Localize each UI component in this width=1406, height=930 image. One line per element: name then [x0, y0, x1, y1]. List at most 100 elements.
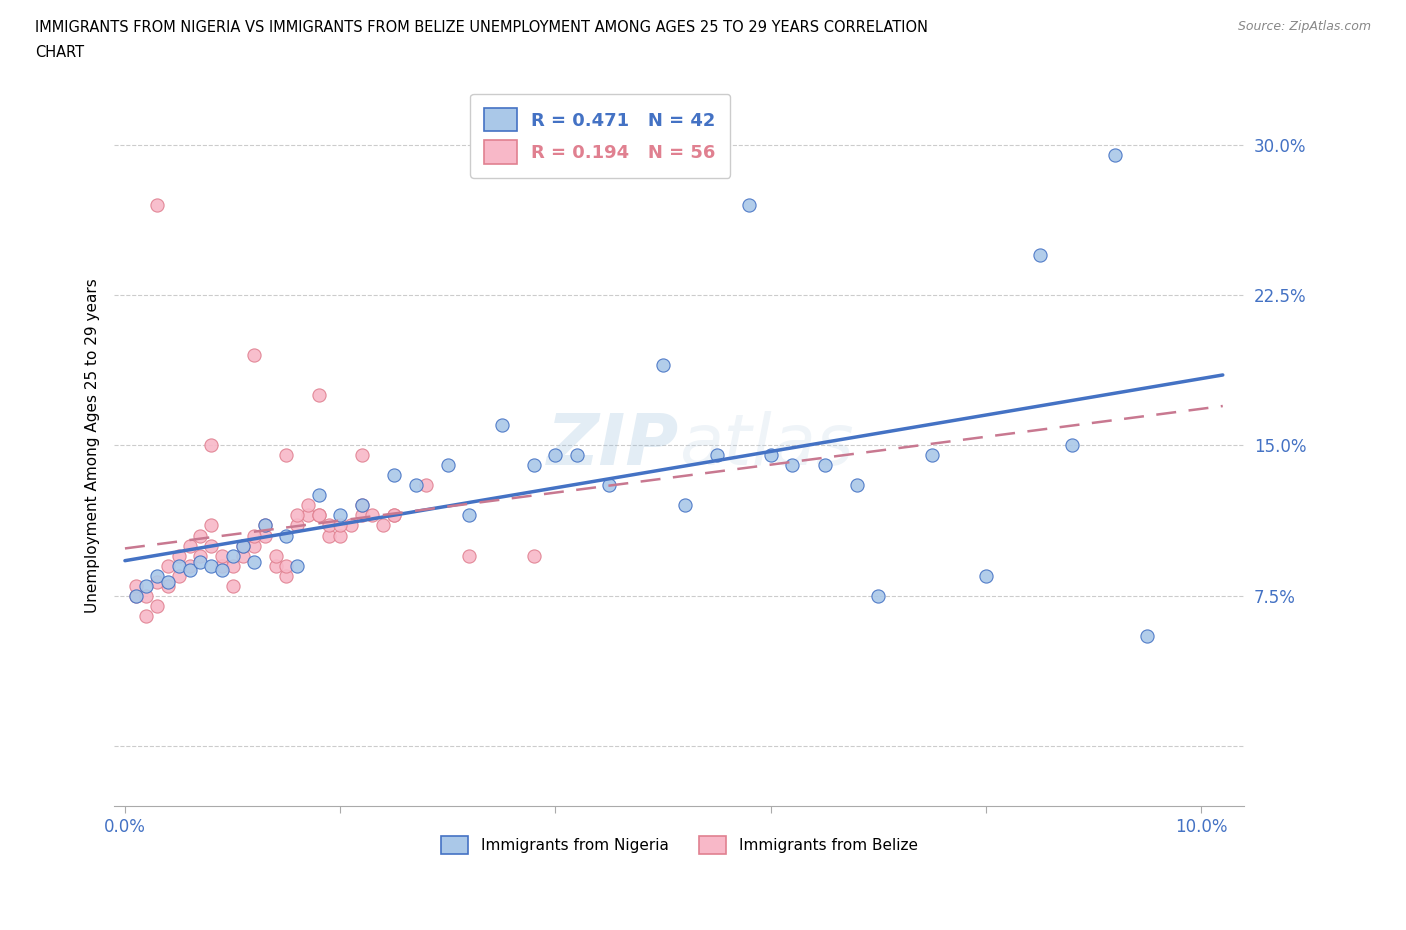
Point — [544, 448, 567, 463]
Point — [188, 528, 211, 543]
Point — [167, 558, 190, 573]
Point — [458, 548, 481, 563]
Point — [308, 488, 330, 503]
Point — [813, 458, 835, 472]
Point — [243, 348, 266, 363]
Point — [297, 508, 319, 523]
Point — [329, 518, 352, 533]
Point — [264, 558, 287, 573]
Point — [188, 554, 211, 569]
Point — [253, 518, 276, 533]
Point — [350, 498, 373, 513]
Point — [179, 558, 201, 573]
Point — [276, 448, 298, 463]
Point — [1104, 148, 1126, 163]
Point — [458, 508, 481, 523]
Point — [200, 438, 222, 453]
Text: atlas: atlas — [679, 411, 853, 480]
Point — [285, 508, 308, 523]
Point — [276, 568, 298, 583]
Point — [523, 548, 546, 563]
Point — [146, 598, 169, 613]
Point — [276, 558, 298, 573]
Point — [243, 554, 266, 569]
Point — [232, 538, 254, 553]
Point — [738, 197, 761, 212]
Point — [232, 548, 254, 563]
Point — [146, 568, 169, 583]
Point — [297, 498, 319, 513]
Point — [221, 578, 243, 593]
Point — [285, 558, 308, 573]
Point — [845, 478, 868, 493]
Point — [318, 518, 340, 533]
Point — [382, 508, 405, 523]
Point — [125, 588, 148, 603]
Point — [135, 578, 157, 593]
Point — [211, 548, 233, 563]
Text: IMMIGRANTS FROM NIGERIA VS IMMIGRANTS FROM BELIZE UNEMPLOYMENT AMONG AGES 25 TO : IMMIGRANTS FROM NIGERIA VS IMMIGRANTS FR… — [35, 20, 928, 35]
Point — [211, 562, 233, 577]
Point — [200, 518, 222, 533]
Point — [243, 528, 266, 543]
Point — [253, 518, 276, 533]
Text: ZIP: ZIP — [547, 411, 679, 480]
Point — [179, 538, 201, 553]
Point — [1136, 629, 1159, 644]
Point — [437, 458, 460, 472]
Point — [243, 538, 266, 553]
Point — [156, 578, 179, 593]
Point — [167, 568, 190, 583]
Point — [308, 508, 330, 523]
Point — [156, 558, 179, 573]
Point — [188, 548, 211, 563]
Point — [405, 478, 427, 493]
Point — [652, 358, 675, 373]
Text: CHART: CHART — [35, 45, 84, 60]
Point — [780, 458, 803, 472]
Legend: Immigrants from Nigeria, Immigrants from Belize: Immigrants from Nigeria, Immigrants from… — [434, 830, 924, 859]
Point — [974, 568, 997, 583]
Point — [382, 508, 405, 523]
Point — [361, 508, 384, 523]
Point — [200, 558, 222, 573]
Point — [1062, 438, 1084, 453]
Point — [253, 528, 276, 543]
Point — [146, 574, 169, 589]
Point — [673, 498, 696, 513]
Point — [125, 588, 148, 603]
Point — [135, 608, 157, 623]
Point — [264, 548, 287, 563]
Point — [1029, 247, 1052, 262]
Point — [329, 528, 352, 543]
Point — [135, 588, 157, 603]
Point — [156, 574, 179, 589]
Point — [146, 197, 169, 212]
Point — [350, 498, 373, 513]
Point — [308, 388, 330, 403]
Point — [276, 528, 298, 543]
Point — [221, 548, 243, 563]
Point — [598, 478, 620, 493]
Point — [221, 558, 243, 573]
Point — [308, 508, 330, 523]
Point — [318, 528, 340, 543]
Text: Source: ZipAtlas.com: Source: ZipAtlas.com — [1237, 20, 1371, 33]
Point — [759, 448, 782, 463]
Point — [211, 558, 233, 573]
Point — [329, 508, 352, 523]
Point — [232, 538, 254, 553]
Point — [491, 418, 513, 432]
Point — [415, 478, 437, 493]
Point — [373, 518, 395, 533]
Point — [868, 588, 890, 603]
Point — [350, 508, 373, 523]
Y-axis label: Unemployment Among Ages 25 to 29 years: Unemployment Among Ages 25 to 29 years — [86, 278, 100, 613]
Point — [565, 448, 588, 463]
Point — [167, 548, 190, 563]
Point — [285, 518, 308, 533]
Point — [340, 518, 363, 533]
Point — [382, 468, 405, 483]
Point — [200, 538, 222, 553]
Point — [921, 448, 943, 463]
